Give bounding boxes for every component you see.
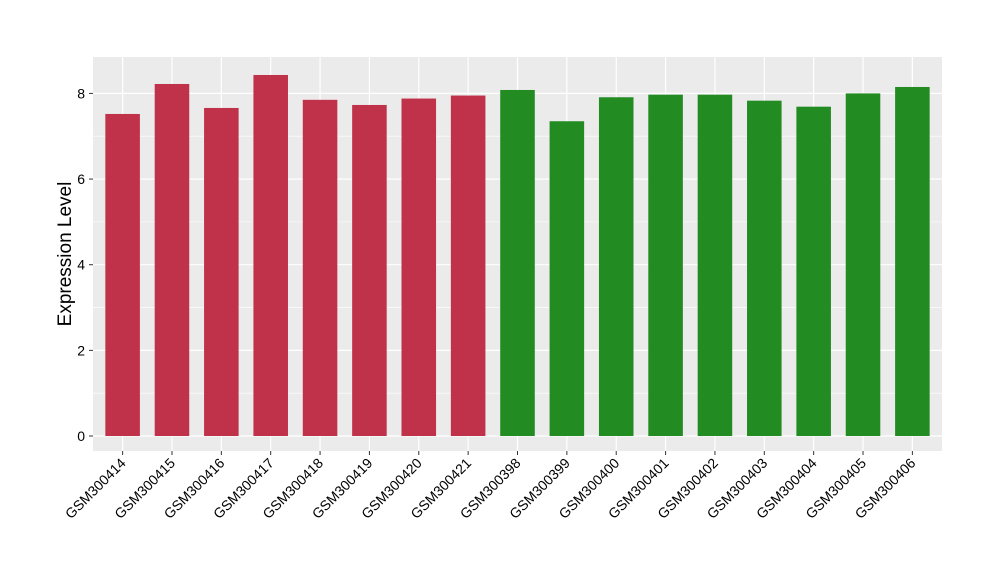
bar-GSM300406	[895, 86, 930, 437]
bar-GSM300421	[450, 95, 486, 437]
bar-GSM300417	[253, 74, 288, 437]
bar-GSM300402	[697, 94, 733, 437]
y-tick-label: 2	[77, 342, 85, 358]
bar-GSM300399	[549, 121, 585, 437]
bar-GSM300405	[845, 93, 881, 437]
bar-GSM300403	[747, 100, 782, 437]
y-tick-label: 4	[77, 257, 85, 273]
bars	[105, 74, 930, 437]
bar-GSM300404	[796, 106, 831, 437]
y-tick-label: 8	[77, 85, 85, 101]
x-axis: GSM300414GSM300415GSM300416GSM300417GSM3…	[62, 451, 919, 522]
bar-GSM300419	[352, 104, 387, 437]
bar-GSM300418	[302, 99, 338, 437]
bar-GSM300415	[154, 83, 190, 437]
y-axis-label: Expression Level	[55, 182, 76, 327]
bar-GSM300420	[401, 98, 437, 437]
y-axis: 0 2 4 6 8	[77, 85, 93, 444]
bar-GSM300398	[500, 89, 535, 437]
bar-GSM300400	[598, 97, 634, 437]
y-tick-label: 0	[77, 428, 85, 444]
bar-GSM300401	[648, 94, 683, 437]
y-tick-label: 6	[77, 171, 85, 187]
bar-GSM300414	[105, 113, 140, 437]
bar-GSM300416	[204, 107, 239, 437]
